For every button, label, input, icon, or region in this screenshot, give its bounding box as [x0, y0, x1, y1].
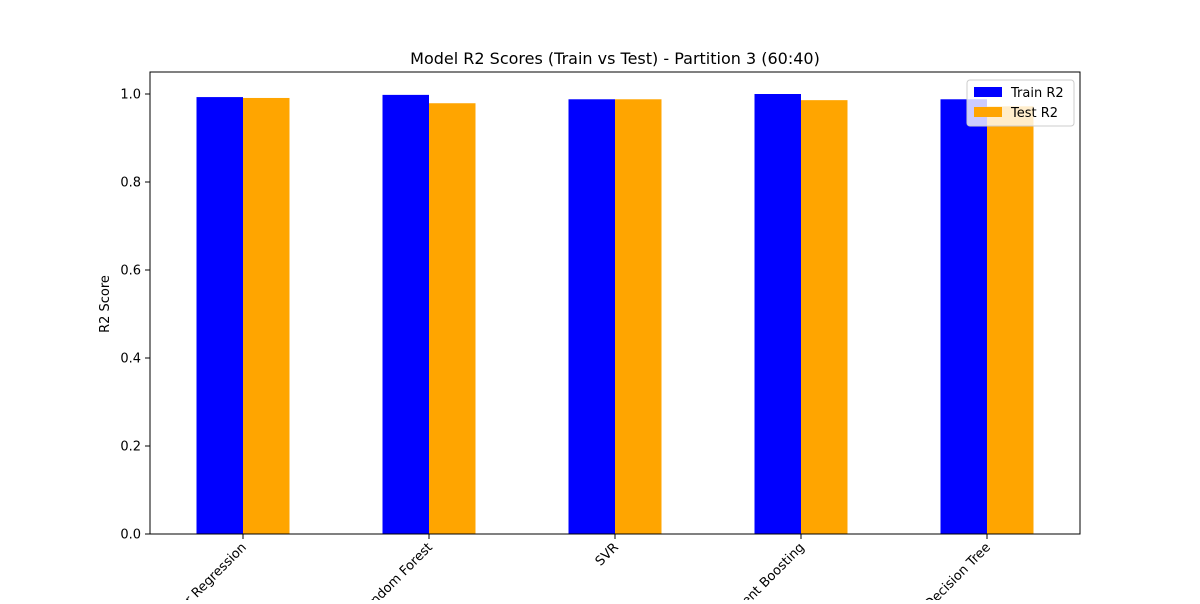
y-tick-label: 1.0 [120, 88, 141, 103]
bar-test-5 [987, 106, 1034, 534]
x-tick-label: Decision Tree [922, 540, 994, 600]
y-tick-label: 0.4 [120, 352, 141, 367]
x-tick-label: Gradient Boosting [714, 540, 808, 600]
plot-area: 0.0 0.2 0.4 0.6 0.8 1.0 Linear Regression Rando… [120, 71, 1081, 600]
bar-train-2 [382, 94, 429, 534]
bar-train-5 [940, 99, 987, 534]
y-tick-label: 0.8 [120, 176, 141, 191]
legend-swatch [974, 87, 1002, 97]
bar-train-1 [196, 97, 243, 534]
bar-train-3 [568, 99, 615, 534]
bar-test-1 [243, 97, 290, 535]
legend-label: Test R2 [1010, 106, 1058, 121]
legend-label: Train R2 [1010, 86, 1064, 101]
chart-title: Model R2 Scores (Train vs Test) - Partit… [410, 49, 820, 68]
x-tick-label: Random Forest [356, 540, 436, 600]
legend: Train R2 Test R2 [966, 79, 1075, 127]
bar-test-2 [429, 103, 476, 535]
y-tick-label: 0.0 [120, 528, 141, 543]
bar-test-4 [801, 100, 848, 534]
y-tick-label: 0.2 [120, 440, 141, 455]
x-tick-label: Linear Regression [157, 540, 249, 600]
legend-swatch [974, 107, 1002, 117]
y-tick-label: 0.6 [120, 264, 141, 279]
x-tick-label: SVR [593, 540, 622, 569]
bar-train-4 [754, 94, 801, 534]
bar-test-3 [615, 99, 662, 534]
y-axis-label: R2 Score [98, 275, 113, 333]
